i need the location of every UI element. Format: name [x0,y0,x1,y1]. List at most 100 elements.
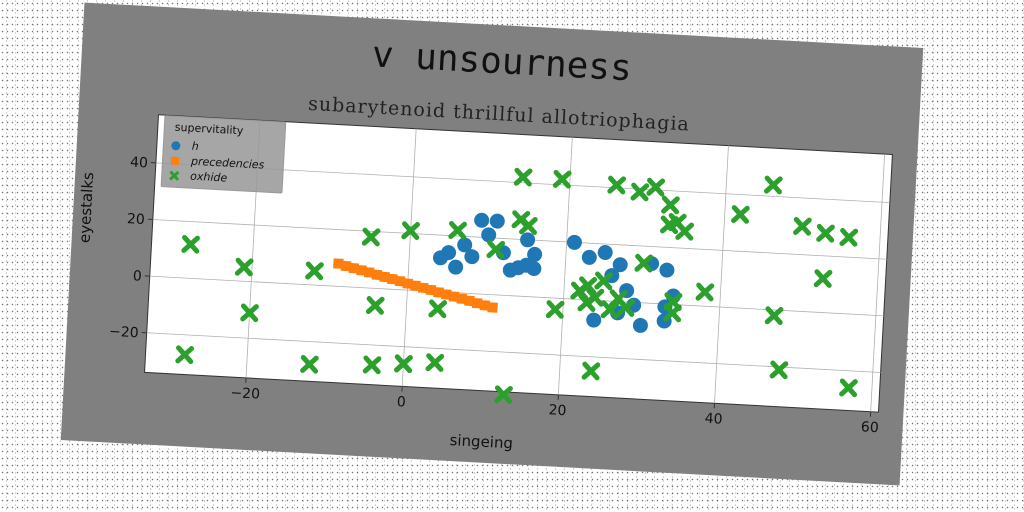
point-h [481,227,497,243]
point-oxhide [486,240,506,259]
point-oxhide [513,167,533,187]
legend-item-oxhide: oxhide [168,168,228,185]
point-oxhide [630,182,650,202]
point-oxhide [365,296,385,315]
point-oxhide [663,303,682,323]
point-oxhide [448,221,467,240]
point-h [502,262,518,278]
point-oxhide [634,253,654,273]
legend-label: h [191,139,200,153]
legend-title: supervitality [174,120,244,138]
y-tick-label: 0 [132,268,142,284]
point-precedencies [394,275,406,287]
y-axis-label: eyestalks [75,171,98,244]
point-oxhide [813,269,833,288]
point-oxhide [839,227,859,247]
point-oxhide [646,177,666,197]
x-tick-label: 40 [704,411,723,428]
legend-x-icon [168,170,181,181]
point-oxhide [793,216,812,236]
point-oxhide [769,360,789,380]
point-h [566,234,582,250]
x-tick-label: 60 [860,419,879,436]
point-precedencies [333,258,344,269]
point-h [489,213,505,229]
point-h [659,262,675,278]
legend-label: oxhide [189,169,228,185]
point-precedencies [356,265,367,276]
point-oxhide [675,221,695,241]
x-gridline [870,154,886,412]
point-h [520,232,536,248]
legend-square-icon [169,155,182,166]
figure-panel: v unsourness subarytenoid thrillful allo… [60,2,924,486]
point-h [632,317,648,333]
point-oxhide [305,261,324,281]
point-precedencies [340,260,352,272]
point-precedencies [387,273,398,285]
point-oxhide [839,378,858,398]
point-h [474,212,490,228]
point-oxhide [816,223,835,243]
legend-item-h: h [169,138,199,153]
point-oxhide [401,221,420,240]
point-precedencies [479,300,491,311]
point-oxhide [607,175,627,195]
point-oxhide [578,276,598,296]
point-oxhide [428,299,448,319]
point-precedencies [348,262,360,274]
point-oxhide [425,353,445,372]
legend-label: precedencies [190,154,265,172]
point-precedencies [487,302,498,313]
point-oxhide [175,345,195,365]
point-oxhide [600,300,620,319]
point-oxhide [763,175,783,195]
point-oxhide [577,293,597,312]
x-tick-label: −20 [230,385,260,403]
point-h [612,257,628,273]
point-precedencies [417,282,429,294]
point-oxhide [240,303,259,323]
y-tick-label: −20 [109,324,139,342]
y-gridline [152,219,887,260]
point-precedencies [371,269,383,281]
point-oxhide [362,355,382,375]
x-tick-label: 20 [548,402,567,419]
point-precedencies [441,289,452,300]
point-precedencies [402,278,414,289]
point-oxhide [661,195,680,215]
point-h [432,250,448,266]
point-h [457,237,473,253]
x-gridline [557,137,573,395]
x-gridline [714,145,729,404]
point-precedencies [433,287,444,298]
point-precedencies [448,291,460,302]
point-oxhide [394,354,413,374]
point-h [597,245,613,261]
point-precedencies [456,293,468,304]
point-oxhide [519,216,538,236]
point-oxhide [361,227,381,247]
y-gridline [149,275,884,317]
point-oxhide [545,300,565,319]
point-oxhide [300,354,319,374]
legend-circle-icon [170,140,183,151]
point-oxhide [494,385,513,405]
y-gridline [146,332,881,373]
x-tick-label: 0 [396,394,406,410]
y-tick-label: 40 [130,155,149,172]
point-h [527,246,543,262]
point-oxhide [234,257,254,277]
point-h [526,261,542,277]
point-oxhide [764,306,784,325]
point-h [464,249,480,265]
legend-item-precedencies: precedencies [169,153,265,172]
point-oxhide [181,234,200,254]
point-precedencies [464,295,475,307]
legend: supervitality h precedencies oxhide [160,115,287,194]
point-precedencies [379,271,390,283]
point-oxhide [731,205,750,224]
scatter-plot: −20 0 20 40 60 −20 0 20 40 [109,114,893,436]
point-oxhide [552,169,572,189]
point-oxhide [581,361,601,381]
